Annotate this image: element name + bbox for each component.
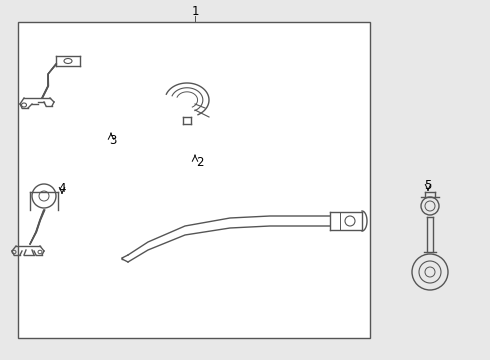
Bar — [18, 22, 370, 338]
Text: 1: 1 — [191, 5, 199, 18]
Text: 2: 2 — [196, 156, 204, 168]
Text: 5: 5 — [424, 179, 432, 192]
Text: 3: 3 — [109, 134, 117, 147]
Text: 4: 4 — [58, 181, 66, 194]
